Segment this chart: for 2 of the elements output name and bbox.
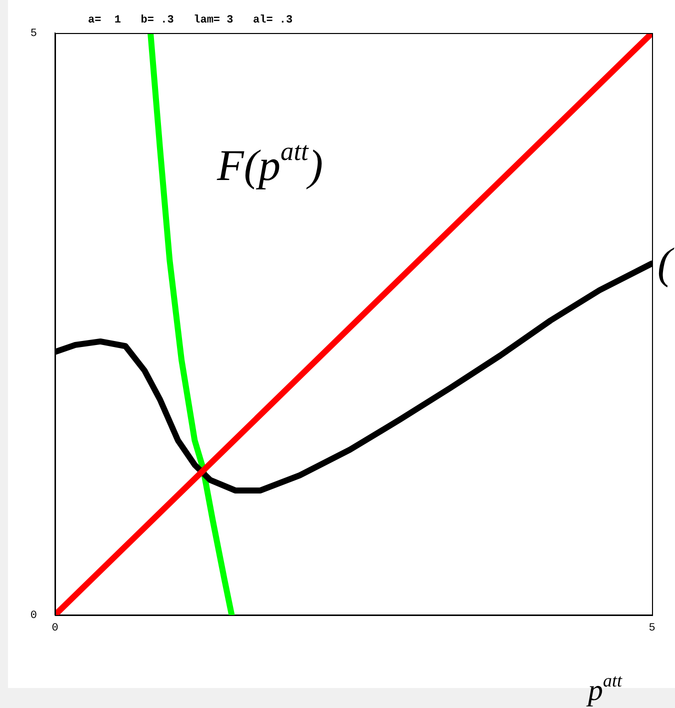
text: ( — [657, 239, 674, 288]
chart-title: a= 1 b= .3 lam= 3 al= .3 — [88, 14, 294, 26]
